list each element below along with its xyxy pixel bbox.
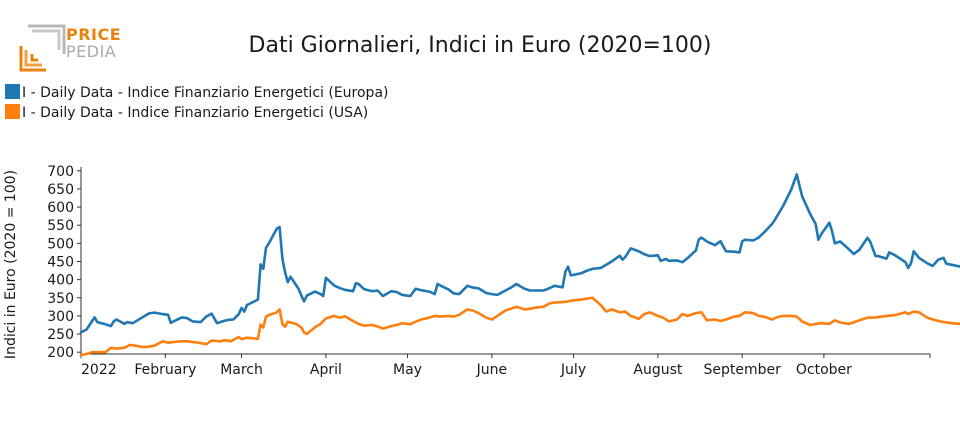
y-tick-label: 600	[47, 200, 74, 216]
legend-item-usa[interactable]: I - Daily Data - Indice Finanziario Ener…	[5, 104, 368, 122]
y-tick-label: 350	[47, 291, 74, 307]
x-tick-label: 2022	[81, 362, 117, 378]
legend-label-usa: I - Daily Data - Indice Finanziario Ener…	[22, 105, 369, 121]
chart-title: Dati Giornalieri, Indici in Euro (2020=1…	[248, 33, 712, 58]
series-line-usa	[79, 296, 960, 357]
y-tick-label: 650	[47, 182, 74, 198]
x-tick-label: July	[560, 362, 586, 378]
x-tick-label: February	[134, 362, 196, 378]
y-tick-label: 200	[47, 345, 74, 361]
x-tick-label: June	[476, 362, 508, 378]
y-tick-label: 450	[47, 255, 74, 271]
legend-swatch-europa	[5, 84, 20, 99]
y-axis-label: Indici in Euro (2020 = 100)	[3, 170, 19, 359]
x-tick-label: March	[220, 362, 263, 378]
legend-item-europa[interactable]: I - Daily Data - Indice Finanziario Ener…	[5, 84, 388, 102]
y-tick-label: 300	[47, 309, 74, 325]
x-tick-label: October	[796, 362, 852, 378]
pricepedia-logo: PRICE PEDIA	[18, 24, 128, 74]
x-tick-label: May	[393, 362, 422, 378]
legend-label-europa: I - Daily Data - Indice Finanziario Ener…	[22, 85, 389, 101]
x-tick-label: August	[633, 362, 683, 378]
series-line-europa	[79, 173, 960, 334]
x-tick-label: April	[310, 362, 342, 378]
x-tick-label: September	[704, 362, 782, 378]
y-tick-label: 400	[47, 273, 74, 289]
y-tick-label: 500	[47, 236, 74, 252]
logo-text-price: PRICE	[66, 25, 122, 44]
y-tick-label: 250	[47, 327, 74, 343]
legend-swatch-usa	[5, 104, 20, 119]
logo-text-pedia: PEDIA	[66, 42, 117, 61]
y-tick-label: 550	[47, 218, 74, 234]
logo-mark-icon	[19, 24, 66, 72]
y-tick-label: 700	[47, 164, 74, 180]
